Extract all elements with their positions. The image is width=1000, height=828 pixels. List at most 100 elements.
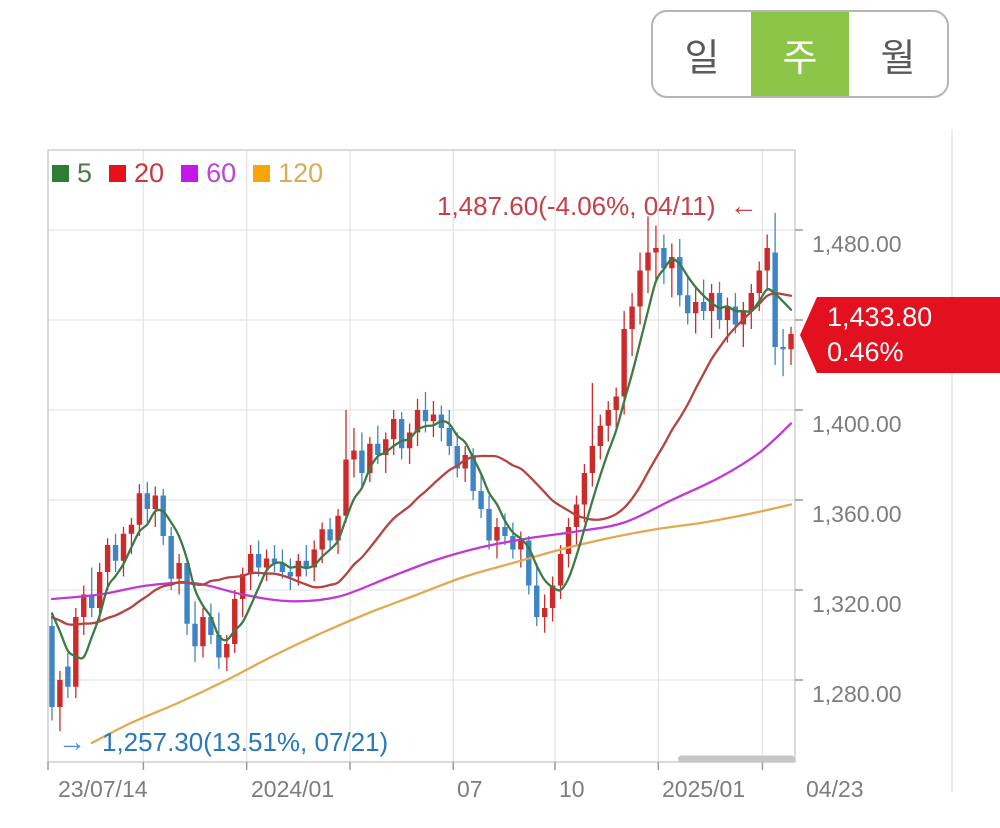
ma120-label: 120 [278,158,324,188]
candle-down [144,493,151,509]
candle-down [184,563,190,624]
candle-up [597,425,604,446]
candle-up [295,560,302,577]
chart-scrollbar-thumb[interactable] [678,755,795,763]
candle-up [541,608,548,617]
candle-up [692,302,699,314]
candle-down [716,293,723,320]
ma120-swatch-icon [253,164,271,182]
candle-down [470,455,476,491]
candle-down [255,554,262,568]
x-axis-label-07: 07 [457,776,483,802]
candle-down [422,410,429,422]
candle-down [168,536,174,579]
legend-item-ma5: 5 [52,158,93,188]
candle-up [351,450,357,460]
candle-down [271,558,278,563]
candle-up [549,585,556,608]
candle-down [49,626,55,707]
ma5-label: 5 [77,158,93,188]
ma5-swatch-icon [52,164,69,182]
candle-down [526,540,532,586]
candle-down [279,563,286,572]
ma-legend: 5 20 60 120 [52,158,340,188]
tab-day[interactable]: 일 [684,37,720,80]
legend-item-ma60: 60 [181,158,237,188]
ma5-line [50,257,793,660]
candle-up [788,333,794,350]
candle-down [89,594,95,608]
candle-up [557,554,564,586]
ma120-line [90,503,793,745]
candle-down [486,509,492,541]
candle-up [57,680,63,707]
ma60-label: 60 [206,158,237,188]
candle-down [502,527,508,536]
candle-up [176,563,182,579]
x-axis-label-2025-01: 2025/01 [662,776,746,802]
candle-up [764,248,770,271]
candle-down [732,306,739,325]
candle-down [216,635,222,658]
candle-down [478,491,484,509]
legend-item-ma120: 120 [253,158,324,188]
candle-up [581,473,588,505]
candle-up [128,524,135,534]
candle-up [311,549,317,568]
candle-up [96,572,103,608]
candle-down [772,252,778,347]
candle-up [756,270,762,293]
ma60-swatch-icon [181,164,199,182]
y-axis-label-1280: 1,280.00 [812,681,902,707]
tab-month[interactable]: 월 [880,37,916,80]
candle-down [661,248,667,269]
right-arrow-icon: → [58,726,86,757]
candle-up [462,455,468,469]
candle-up [200,617,206,647]
low-annotation-text: 1,257.30(13.51%, 07/21) [102,727,389,757]
period-tab-group: 일 주 월 [651,10,949,98]
candle-up [637,270,643,307]
candle-up [748,293,754,311]
x-axis-label-end: 04/23 [806,776,864,802]
candle-up [343,459,349,516]
tab-week[interactable]: 주 [751,12,849,96]
candle-up [629,306,635,329]
candle-up [406,432,413,449]
candle-down [303,560,309,568]
candle-down [192,623,198,647]
candle-up [613,396,619,410]
x-axis-label-10: 10 [559,776,585,802]
candle-down [112,545,119,561]
current-price-badge: 1,433.80 0.46% [800,297,1000,373]
candle-up [621,329,627,397]
candle-up [669,257,675,269]
candle-down [510,536,516,550]
candle-up [518,540,524,550]
y-axis-label-1480: 1,480.00 [812,231,902,257]
candle-down [446,428,453,446]
candle-down [677,257,683,296]
candle-up [239,574,246,599]
candle-up [390,419,397,440]
candle-down [398,419,405,449]
x-axis-label-2024-01: 2024/01 [251,776,335,802]
candle-down [534,585,540,617]
candle-up [263,558,270,568]
candle-up [81,594,87,617]
candle-down [160,495,166,536]
candle-up [653,248,659,253]
candle-up [232,599,238,644]
badge-change: 0.46% [827,337,904,367]
candle-down [375,443,381,455]
candle-down [700,302,707,311]
candle-up [319,529,325,550]
ma20-line [50,292,793,626]
candle-up [247,554,254,575]
candle-up [589,446,596,473]
x-axis-label-start: 23/07/14 [58,776,148,802]
candle-down [327,529,333,541]
high-annotation-text: 1,487.60(-4.06%, 04/11) [437,191,716,221]
